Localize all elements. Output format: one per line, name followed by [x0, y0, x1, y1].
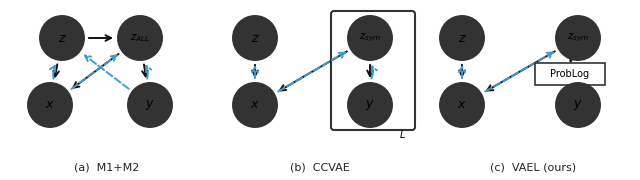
Text: $y$: $y$ — [365, 98, 375, 112]
Text: $y$: $y$ — [145, 98, 155, 112]
Circle shape — [118, 16, 162, 60]
Text: $y$: $y$ — [573, 98, 583, 112]
Text: $z$: $z$ — [251, 31, 259, 44]
Text: (c)  VAEL (ours): (c) VAEL (ours) — [490, 163, 576, 173]
Bar — [535, 63, 605, 85]
Text: (a)  M1+M2: (a) M1+M2 — [74, 163, 140, 173]
Circle shape — [348, 16, 392, 60]
Circle shape — [556, 16, 600, 60]
Circle shape — [440, 83, 484, 127]
Circle shape — [233, 16, 277, 60]
Circle shape — [233, 83, 277, 127]
Circle shape — [128, 83, 172, 127]
Text: $x$: $x$ — [250, 98, 260, 111]
Text: $z$: $z$ — [458, 31, 467, 44]
Text: ProbLog: ProbLog — [550, 69, 589, 79]
Circle shape — [440, 16, 484, 60]
Text: $z$: $z$ — [58, 31, 67, 44]
Circle shape — [556, 83, 600, 127]
Text: $z_{sym}$: $z_{sym}$ — [359, 32, 381, 44]
Text: $z_{sym}$: $z_{sym}$ — [567, 32, 589, 44]
Text: $L$: $L$ — [399, 128, 406, 140]
Text: $x$: $x$ — [457, 98, 467, 111]
Circle shape — [348, 83, 392, 127]
Circle shape — [28, 83, 72, 127]
Text: (b)  CCVAE: (b) CCVAE — [290, 163, 350, 173]
Text: $x$: $x$ — [45, 98, 55, 111]
Circle shape — [40, 16, 84, 60]
Text: $z_{ALL}$: $z_{ALL}$ — [130, 32, 150, 44]
